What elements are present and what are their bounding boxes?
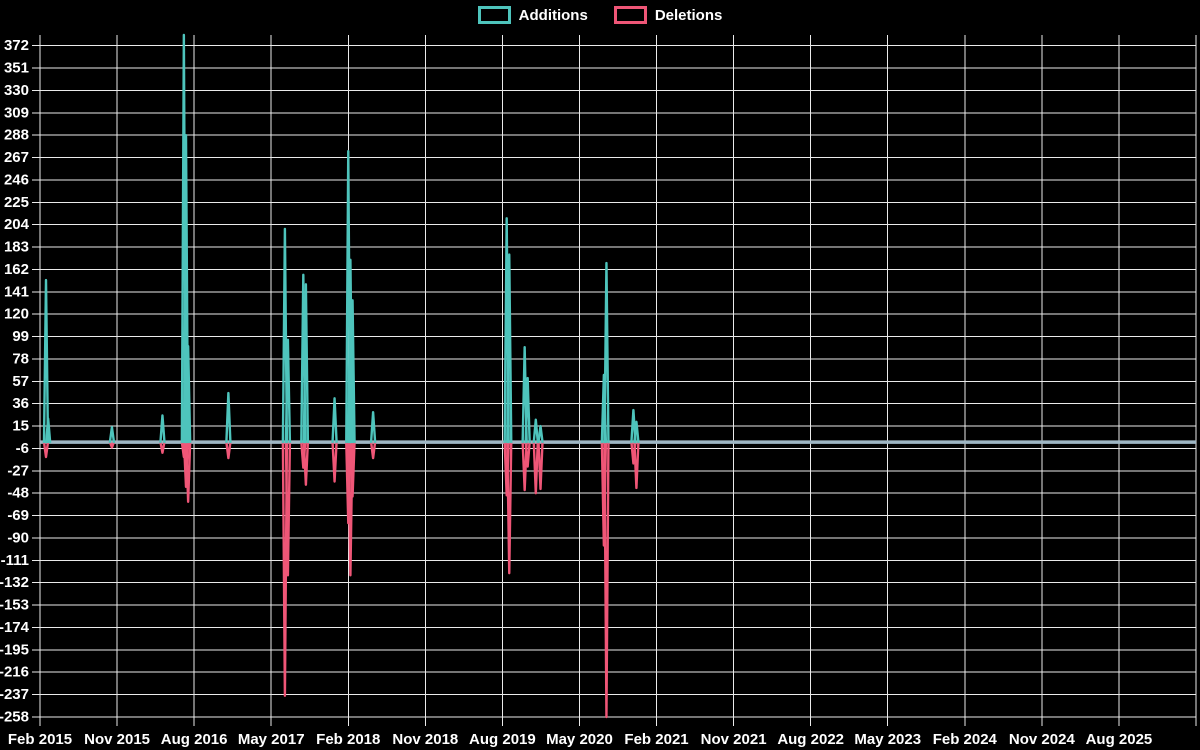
x-axis-labels: Feb 2015 Nov 2015 Aug 2016 May 2017 Feb 2018…: [8, 731, 1152, 748]
svg-text:-174: -174: [0, 619, 30, 636]
svg-text:Nov 2024: Nov 2024: [1009, 731, 1076, 748]
svg-text:Feb 2021: Feb 2021: [624, 731, 688, 748]
svg-text:-111: -111: [1, 552, 29, 569]
svg-text:Aug 2025: Aug 2025: [1086, 731, 1153, 748]
chart-legend: Additions Deletions: [0, 6, 1200, 24]
svg-text:-153: -153: [0, 597, 29, 614]
legend-item-additions[interactable]: Additions: [477, 6, 588, 24]
svg-text:May 2020: May 2020: [546, 731, 613, 748]
svg-text:267: 267: [4, 149, 29, 166]
svg-text:-216: -216: [0, 664, 29, 681]
svg-text:372: 372: [4, 37, 29, 54]
additions-legend-swatch: [477, 6, 511, 24]
svg-text:57: 57: [12, 373, 29, 390]
svg-text:162: 162: [4, 261, 29, 278]
svg-text:Aug 2016: Aug 2016: [161, 731, 228, 748]
svg-text:351: 351: [4, 60, 29, 77]
svg-text:May 2017: May 2017: [238, 731, 305, 748]
svg-text:May 2023: May 2023: [854, 731, 921, 748]
svg-text:Feb 2018: Feb 2018: [316, 731, 380, 748]
svg-text:-195: -195: [0, 641, 29, 658]
svg-text:15: 15: [12, 418, 29, 435]
svg-text:Nov 2021: Nov 2021: [701, 731, 767, 748]
svg-text:225: 225: [4, 194, 29, 211]
svg-text:36: 36: [12, 395, 29, 412]
svg-text:-27: -27: [7, 462, 29, 479]
svg-text:-6: -6: [16, 440, 29, 457]
svg-text:330: 330: [4, 82, 29, 99]
deletions-legend-swatch: [613, 6, 647, 24]
svg-text:Aug 2022: Aug 2022: [777, 731, 844, 748]
additions-legend-label: Additions: [518, 6, 588, 24]
svg-text:-237: -237: [0, 686, 29, 703]
svg-text:120: 120: [4, 306, 29, 323]
svg-text:-90: -90: [7, 529, 29, 546]
svg-text:78: 78: [12, 350, 29, 367]
svg-text:309: 309: [4, 104, 29, 121]
svg-text:Aug 2019: Aug 2019: [469, 731, 536, 748]
deletions-legend-label: Deletions: [654, 6, 723, 24]
svg-text:288: 288: [4, 127, 29, 144]
svg-text:183: 183: [4, 239, 29, 256]
svg-text:-48: -48: [7, 485, 29, 502]
svg-text:Nov 2015: Nov 2015: [84, 731, 150, 748]
svg-text:Feb 2024: Feb 2024: [933, 731, 998, 748]
svg-text:-69: -69: [7, 507, 29, 524]
svg-text:99: 99: [12, 328, 29, 345]
svg-text:-132: -132: [0, 574, 29, 591]
svg-text:246: 246: [4, 171, 29, 188]
svg-text:141: 141: [4, 283, 29, 300]
legend-item-deletions[interactable]: Deletions: [613, 6, 723, 24]
gridlines: [32, 35, 1197, 726]
svg-text:Nov 2018: Nov 2018: [392, 731, 458, 748]
deletions-series: [42, 440, 640, 719]
svg-text:-258: -258: [0, 709, 29, 726]
svg-text:204: 204: [4, 216, 30, 233]
svg-text:Feb 2015: Feb 2015: [8, 731, 72, 748]
y-axis-labels: 372 351 330 309 288 267 246 225 204 183 162 141 120 9…: [0, 37, 30, 725]
additions-series: [42, 33, 640, 444]
